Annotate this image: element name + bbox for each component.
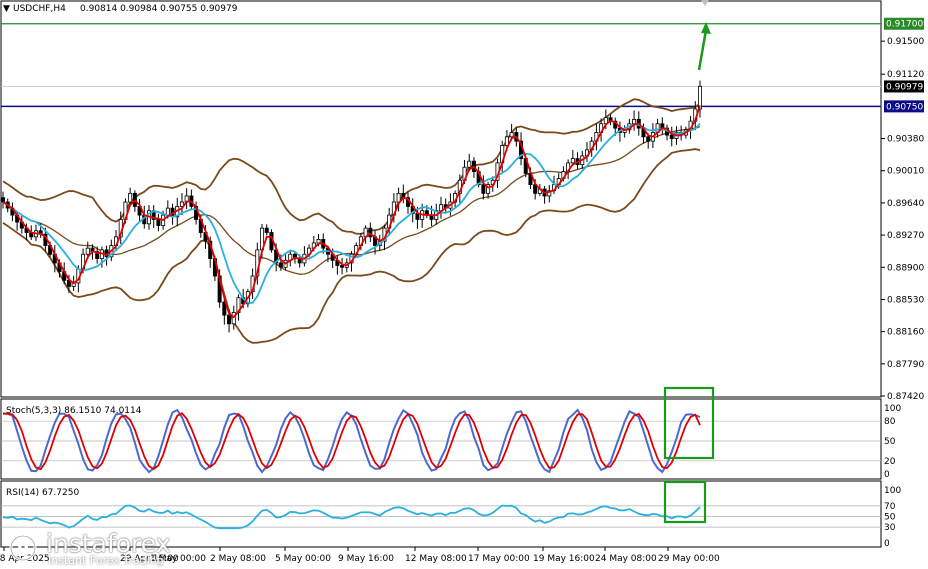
candle-body <box>95 251 100 259</box>
y-tick-label: 0.89270 <box>887 231 924 241</box>
rsi-title: RSI(14) 67.7250 <box>6 488 79 498</box>
stoch-highlight-box <box>663 386 715 460</box>
rsi-y-tick-label: 70 <box>884 502 896 512</box>
stoch-y-tick-label: 20 <box>884 457 896 467</box>
stoch-title: Stoch(5,3,3) 86.1510 74.0114 <box>6 406 142 416</box>
ma-fast-line <box>2 105 701 319</box>
x-tick-label: 19 May 16:00 <box>533 554 595 564</box>
candle-body <box>646 136 651 142</box>
y-tick-label: 0.90010 <box>887 167 924 177</box>
candle-body <box>504 136 509 146</box>
y-tick-label: 0.87420 <box>887 392 924 402</box>
x-tick-label: 12 May 08:00 <box>405 554 467 564</box>
y-tick-label: 0.89640 <box>887 199 924 209</box>
y-tick-label: 0.91120 <box>887 70 924 80</box>
x-tick-label: 9 May 16:00 <box>338 554 394 564</box>
rsi-y-tick-label: 50 <box>884 513 896 523</box>
axes: 0.91700 0.90979 0.90750 0.91500 0.91120 0.903… <box>0 17 924 564</box>
stoch-y-tick-label: 0 <box>884 470 890 480</box>
candle-body <box>669 134 674 139</box>
support-price-tag: 0.90750 <box>886 102 923 112</box>
candle-body <box>340 265 345 268</box>
candle-body <box>128 192 133 203</box>
watermark-tagline: Instant Forex Trading <box>48 554 164 567</box>
bollinger-lower-line <box>2 148 701 344</box>
y-tick-label: 0.88530 <box>887 295 924 305</box>
x-tick-label: 29 Apr 16:00 <box>120 554 179 564</box>
chart-header-symbol: USDCHF,H4 <box>13 4 66 14</box>
rsi-y-tick-label: 100 <box>884 486 901 496</box>
stoch-y-tick-label: 100 <box>884 404 901 414</box>
x-tick-label: 2 May 08:00 <box>210 554 266 564</box>
candle-body <box>570 158 575 164</box>
stoch-y-tick-label: 50 <box>884 437 896 447</box>
forecast-arrow-shaft <box>697 29 708 71</box>
candle-body <box>467 160 472 168</box>
y-tick-label: 0.90380 <box>887 135 924 145</box>
rsi-panel-frame <box>0 480 882 548</box>
candle-body <box>165 207 170 216</box>
stoch-panel-frame <box>0 398 882 480</box>
x-tick-label: 29 May 00:00 <box>658 554 720 564</box>
current-price-tag-bg <box>884 80 924 93</box>
bollinger-upper-line <box>2 98 701 235</box>
candle-body <box>509 132 514 138</box>
candle-body <box>227 314 232 325</box>
chart-menu-icon[interactable]: ▼ <box>3 4 10 14</box>
candle-body <box>368 227 373 238</box>
stoch-signal-line <box>2 412 701 471</box>
candle-body <box>547 190 552 197</box>
candle-body <box>486 184 491 194</box>
rsi-panel <box>1 480 881 530</box>
candle-body <box>316 239 321 244</box>
ma-slow-line <box>2 122 701 304</box>
candle-body <box>85 247 90 255</box>
main-price-chart <box>0 0 881 344</box>
shift-marker-icon <box>701 0 709 6</box>
rsi-y-tick-label: 0 <box>884 539 890 549</box>
candle-body <box>0 197 6 203</box>
support-price-tag-bg <box>884 100 924 113</box>
candle-body <box>481 184 486 194</box>
y-tick-label: 0.88160 <box>887 328 924 338</box>
rsi-line <box>2 504 701 530</box>
y-tick-label: 0.87790 <box>887 360 924 370</box>
y-tick-label: 0.88900 <box>887 263 924 273</box>
resistance-price-tag: 0.91700 <box>886 20 923 30</box>
chart-header-ohlc: 0.90814 0.90984 0.90755 0.90979 <box>80 4 238 14</box>
x-tick-label: 5 May 00:00 <box>275 554 331 564</box>
resistance-price-tag-bg <box>884 17 924 30</box>
stoch-y-tick-label: 80 <box>884 417 896 427</box>
instaforex-logo-icon <box>9 534 37 562</box>
candle-body <box>264 227 269 233</box>
rsi-y-tick-label: 30 <box>884 523 896 533</box>
candle-body <box>632 119 637 125</box>
candle-body <box>278 262 283 268</box>
candle-body <box>179 201 184 207</box>
x-tick-label: 24 May 08:00 <box>595 554 657 564</box>
x-tick-label: 1 May 00:00 <box>150 554 206 564</box>
instaforex-watermark: instaforex Instant Forex Trading <box>4 529 194 569</box>
x-tick-label: 17 May 00:00 <box>468 554 530 564</box>
candle-body <box>396 192 401 203</box>
y-tick-label: 0.91500 <box>887 37 924 47</box>
forecast-arrow-head <box>701 22 711 34</box>
watermark-brand: instaforex <box>46 529 171 558</box>
candle-body <box>698 85 703 110</box>
candle-body <box>222 301 227 316</box>
stochastic-panel <box>1 386 881 474</box>
current-price-tag: 0.90979 <box>886 82 923 92</box>
rsi-highlight-box <box>663 480 707 524</box>
candle-body <box>156 219 161 226</box>
